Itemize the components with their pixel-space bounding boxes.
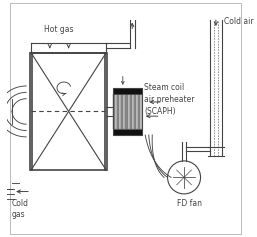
Polygon shape xyxy=(120,94,122,129)
Text: FD fan: FD fan xyxy=(177,199,202,208)
Polygon shape xyxy=(137,94,140,129)
Polygon shape xyxy=(113,94,115,129)
Polygon shape xyxy=(113,129,142,135)
Polygon shape xyxy=(127,94,130,129)
Polygon shape xyxy=(123,94,125,129)
Polygon shape xyxy=(130,94,132,129)
Polygon shape xyxy=(134,94,136,129)
Polygon shape xyxy=(117,94,120,129)
Polygon shape xyxy=(113,88,142,94)
Polygon shape xyxy=(125,94,127,129)
Polygon shape xyxy=(136,94,137,129)
Text: Steam coil
air preheater
(SCAPH): Steam coil air preheater (SCAPH) xyxy=(144,83,195,116)
Polygon shape xyxy=(140,94,142,129)
Text: Cold air: Cold air xyxy=(224,17,254,26)
Polygon shape xyxy=(132,94,134,129)
Text: Hot gas: Hot gas xyxy=(44,25,74,34)
Text: Cold
gas: Cold gas xyxy=(12,199,29,219)
Polygon shape xyxy=(115,94,117,129)
Polygon shape xyxy=(122,94,123,129)
